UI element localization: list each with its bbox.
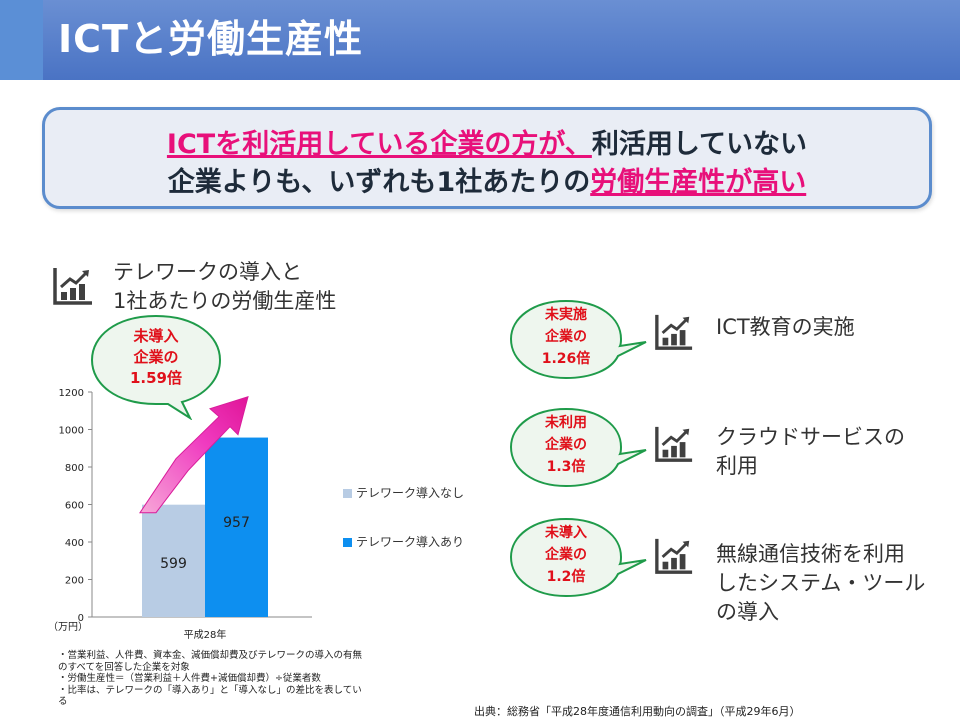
item-3-bubble-line-2: 企業の (545, 547, 587, 563)
item-2-bubble-text: 未利用 企業の 1.3倍 (508, 412, 624, 478)
speech-bubble-icon (509, 299, 647, 380)
title-background (43, 0, 960, 80)
legend-label-2: テレワーク導入あり (356, 535, 465, 549)
chart-notes: ・営業利益、人件費、資本金、減価償却費及びテレワークの導入の有無のすべてを回答し… (58, 650, 368, 708)
y-unit-label: （万円） (48, 621, 88, 633)
item-1-bubble-line-3: 1.26倍 (541, 351, 591, 367)
legend-swatch-2 (343, 538, 352, 547)
chart-bar-icon (655, 314, 693, 350)
item-1-text-line-1: ICT教育の実施 (716, 315, 855, 339)
item-3-bubble: 未導入 企業の 1.2倍 (508, 516, 648, 600)
chart-title: テレワークの導入と 1社あたりの労働生産性 (113, 258, 336, 316)
y-tick-label: 1000 (59, 426, 84, 437)
note-1: ・営業利益、人件費、資本金、減価償却費及びテレワークの導入の有無のすべてを回答し… (58, 650, 363, 673)
item-3-text: 無線通信技術を利用 したシステム・ツール の導入 (716, 540, 925, 627)
item-2-text: クラウドサービスの 利用 (716, 423, 905, 481)
note-3: ・比率は、テレワークの「導入あり」と「導入なし」の差比を表している (58, 684, 362, 708)
y-tick-label: 800 (65, 463, 84, 474)
item-3-text-line-3: の導入 (716, 600, 779, 624)
chart-bubble-line-1: 未導入 (133, 327, 179, 345)
chart-bubble-line-2: 企業の (133, 348, 179, 366)
item-2-bubble: 未利用 企業の 1.3倍 (508, 406, 648, 490)
item-2-text-line-2: 利用 (716, 454, 758, 478)
bar-data-label-2: 957 (223, 515, 250, 531)
chart-title-line-2: 1社あたりの労働生産性 (113, 289, 337, 313)
item-3-bubble-text: 未導入 企業の 1.2倍 (508, 522, 624, 588)
item-3-bubble-line-1: 未導入 (545, 525, 587, 541)
headline-box: ICTを利活用している企業の方が、利活用していない 企業よりも、いずれも1社あた… (42, 107, 932, 209)
y-tick-label: 0 (78, 613, 84, 624)
headline-text-1: 利活用していない (591, 129, 808, 160)
y-tick-label: 400 (65, 538, 84, 549)
y-tick-label: 1200 (59, 388, 84, 399)
y-tick-label: 200 (65, 576, 84, 587)
chart-ratio-bubble: 未導入 企業の 1.59倍 (86, 312, 226, 420)
item-1-bubble-text: 未実施 企業の 1.26倍 (508, 304, 624, 370)
item-2-bubble-line-1: 未利用 (545, 415, 587, 431)
bar-1 (142, 504, 205, 617)
chart-bubble-line-3: 1.59倍 (129, 369, 182, 387)
item-2-bubble-line-3: 1.3倍 (546, 459, 586, 475)
x-category-label: 平成28年 (184, 628, 227, 641)
title-accent (0, 0, 43, 80)
speech-bubble-icon (509, 517, 647, 598)
headline-line-2: 企業よりも、いずれも1社あたりの労働生産性が高い (45, 160, 929, 199)
chart-legend-item-1: テレワーク導入なし (343, 484, 464, 501)
y-tick-label: 600 (65, 501, 84, 512)
chart-legend-item-2: テレワーク導入あり (343, 533, 464, 550)
item-3-bubble-line-3: 1.2倍 (546, 569, 586, 585)
note-2: ・労働生産性＝（営業利益＋人件費+減価償却費）÷従業者数 (58, 673, 321, 684)
headline-emphasis-2: 労働生産性が高い (590, 167, 807, 198)
item-3-text-line-2: したシステム・ツール (716, 571, 926, 595)
speech-bubble-icon (90, 314, 222, 420)
bar-2 (205, 437, 268, 617)
legend-swatch-1 (343, 489, 352, 498)
page-title: ICTと労働生産性 (58, 17, 363, 61)
headline-emphasis-1: ICTを利活用している企業の方が、 (166, 129, 592, 160)
chart-title-line-1: テレワークの導入と (113, 260, 302, 284)
item-3-text-line-1: 無線通信技術を利用 (716, 542, 905, 566)
item-2-bubble-line-2: 企業の (545, 437, 587, 453)
headline-line-1: ICTを利活用している企業の方が、利活用していない (45, 122, 929, 161)
item-2-text-line-1: クラウドサービスの (716, 425, 905, 449)
chart-bar-icon (655, 426, 693, 462)
item-1-bubble-line-2: 企業の (545, 329, 587, 345)
legend-label-1: テレワーク導入なし (356, 486, 465, 500)
growth-arrow-icon (139, 395, 249, 514)
item-1-text: ICT教育の実施 (716, 313, 855, 342)
item-1-bubble-line-1: 未実施 (545, 307, 587, 323)
chart-bar-icon (655, 538, 693, 574)
chart-bar-icon (53, 268, 92, 305)
speech-bubble-icon (509, 407, 647, 488)
bar-data-label-1: 599 (160, 556, 187, 572)
headline-text-2: 企業よりも、いずれも1社あたりの (167, 167, 591, 198)
item-1-bubble: 未実施 企業の 1.26倍 (508, 298, 648, 382)
source-citation: 出典：総務省「平成28年度通信利用動向の調査」（平成29年6月） (474, 705, 801, 718)
chart-bubble-text: 未導入 企業の 1.59倍 (86, 326, 226, 389)
title-bar: ICTと労働生産性 (0, 0, 960, 80)
